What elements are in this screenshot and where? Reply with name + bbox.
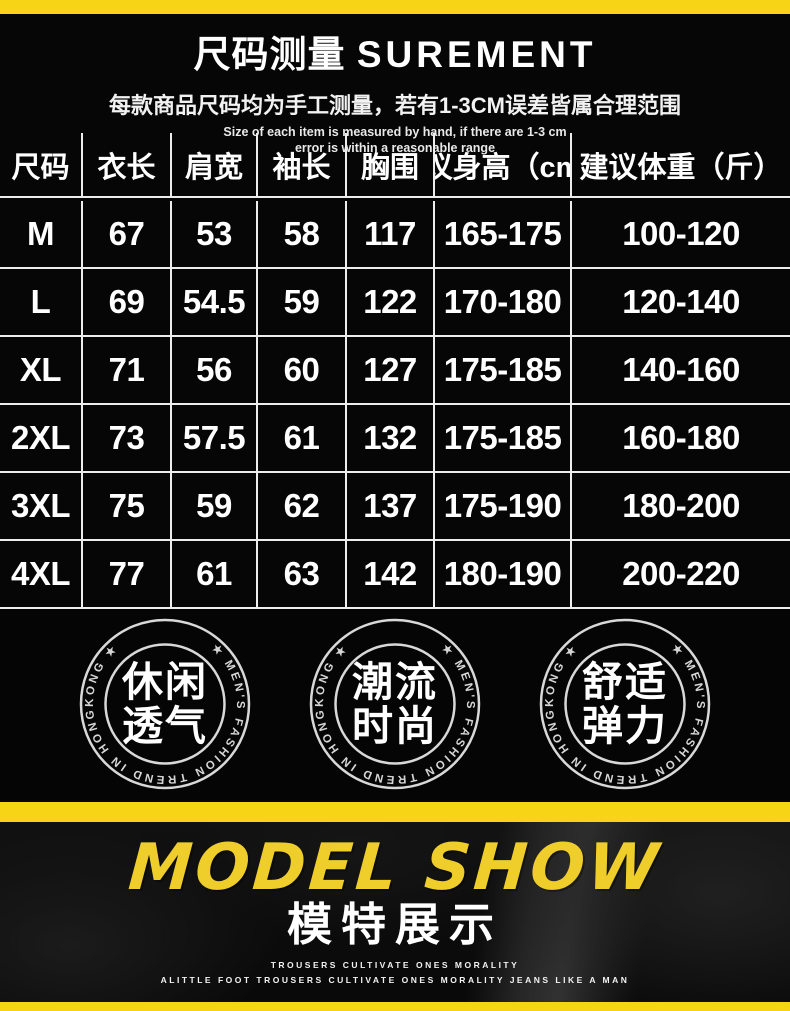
badge-comfort-stretch: ★ MEN'S FASHION TREND IN HONGKONG ★ 舒适 弹… [538,617,712,791]
col-header-length: 衣长 [83,133,172,198]
badge-label: 休闲 透气 [78,617,252,791]
cell-length: 77 [83,541,172,609]
cell-sleeve: 62 [258,473,347,541]
cell-size: L [0,269,83,337]
cell-sleeve: 61 [258,405,347,473]
cell-chest: 132 [347,405,435,473]
measurement-note-cn: 每款商品尺码均为手工测量，若有1-3CM误差皆属合理范围 [108,93,681,118]
cell-length: 69 [83,269,172,337]
street-photo-background [0,822,790,1006]
col-header-chest: 胸围 [347,133,435,198]
cell-height: 175-185 [435,337,572,405]
cell-sleeve: 63 [258,541,347,609]
badge-ring-icon: ★ MEN'S FASHION TREND IN HONGKONG ★ [539,618,711,790]
feature-badges: ★ MEN'S FASHION TREND IN HONGKONG ★ 休闲 透… [0,609,790,799]
measurement-note-en-line2: error is within a reasonable range [294,140,496,155]
cell-height: 180-190 [435,541,572,609]
col-header-size: 尺码 [0,133,83,198]
measurement-note-en-line1: Size of each item is measured by hand, i… [223,125,567,139]
cell-weight: 120-140 [572,269,790,337]
tagline-2: ALITTLE FOOT TROUSERS CULTIVATE ONES MOR… [160,974,630,985]
col-header-shoulder: 肩宽 [172,133,258,198]
cell-size: 4XL [0,541,83,609]
top-accent-bar [0,0,790,14]
cell-length: 73 [83,405,172,473]
cell-length: 67 [83,201,172,269]
page-title: 尺码测量 SUREMENT [194,24,597,78]
cell-size: 3XL [0,473,83,541]
cell-height: 175-190 [435,473,572,541]
cell-sleeve: 59 [258,269,347,337]
cell-size: 2XL [0,405,83,473]
badge-label-line2: 弹力 [582,703,668,749]
section-divider-bar [0,802,790,822]
badge-label-line1: 休闲 [122,658,208,705]
cell-size: XL [0,337,83,405]
cell-chest: 117 [347,201,435,269]
cell-sleeve: 58 [258,201,347,269]
cell-shoulder: 59 [172,473,258,541]
cell-weight: 100-120 [572,201,790,269]
size-measurement-header: 尺码测量 SUREMENT 每款商品尺码均为手工测量，若有1-3CM误差皆属合理… [0,14,790,155]
cell-chest: 127 [347,337,435,405]
cell-shoulder: 54.5 [172,269,258,337]
badge-label: 潮流 时尚 [308,617,482,791]
badge-label-line2: 透气 [122,703,208,749]
cell-length: 75 [83,473,172,541]
page-title-cn: 尺码测量 [193,34,346,75]
page-title-en: SUREMENT [356,34,597,75]
cell-chest: 122 [347,269,435,337]
cell-weight: 160-180 [572,405,790,473]
badge-trendy-fashion: ★ MEN'S FASHION TREND IN HONGKONG ★ 潮流 时… [308,617,482,791]
badge-casual-breathable: ★ MEN'S FASHION TREND IN HONGKONG ★ 休闲 透… [78,617,252,791]
badge-label-line1: 舒适 [582,658,668,705]
model-show-section: MODEL SHOW 模特展示 TROUSERS CULTIVATE ONES … [0,822,790,1006]
col-header-sleeve: 袖长 [258,133,347,198]
tagline-1: TROUSERS CULTIVATE ONES MORALITY [270,959,520,970]
photo-dark-overlay [0,822,790,1006]
cell-sleeve: 60 [258,337,347,405]
cell-height: 175-185 [435,405,572,473]
badge-ring-icon: ★ MEN'S FASHION TREND IN HONGKONG ★ [309,618,481,790]
model-show-subtitle: 模特展示 [286,899,503,950]
badge-label-line2: 时尚 [352,703,438,749]
badge-label: 舒适 弹力 [538,617,712,791]
cell-length: 71 [83,337,172,405]
badge-label-line1: 潮流 [352,658,438,705]
col-header-height: 议身高（cm [435,133,572,198]
cell-shoulder: 53 [172,201,258,269]
model-show-taglines: TROUSERS CULTIVATE ONES MORALITY ALITTLE… [0,958,790,989]
cell-chest: 137 [347,473,435,541]
cell-size: M [0,201,83,269]
cell-height: 165-175 [435,201,572,269]
cell-weight: 140-160 [572,337,790,405]
cell-chest: 142 [347,541,435,609]
cell-shoulder: 56 [172,337,258,405]
model-show-title: MODEL SHOW [126,831,664,905]
model-show-content: MODEL SHOW 模特展示 TROUSERS CULTIVATE ONES … [0,831,790,989]
bottom-accent-bar [0,1002,790,1011]
cell-weight: 180-200 [572,473,790,541]
cell-weight: 200-220 [572,541,790,609]
cell-shoulder: 57.5 [172,405,258,473]
size-table: 尺码 衣长 肩宽 袖长 胸围 议身高（cm 建议体重（斤） M 67 53 58… [0,133,790,609]
cell-height: 170-180 [435,269,572,337]
badge-ring-icon: ★ MEN'S FASHION TREND IN HONGKONG ★ [79,618,251,790]
measurement-note-en: Size of each item is measured by hand, i… [223,125,566,156]
cell-shoulder: 61 [172,541,258,609]
col-header-weight: 建议体重（斤） [572,133,790,198]
